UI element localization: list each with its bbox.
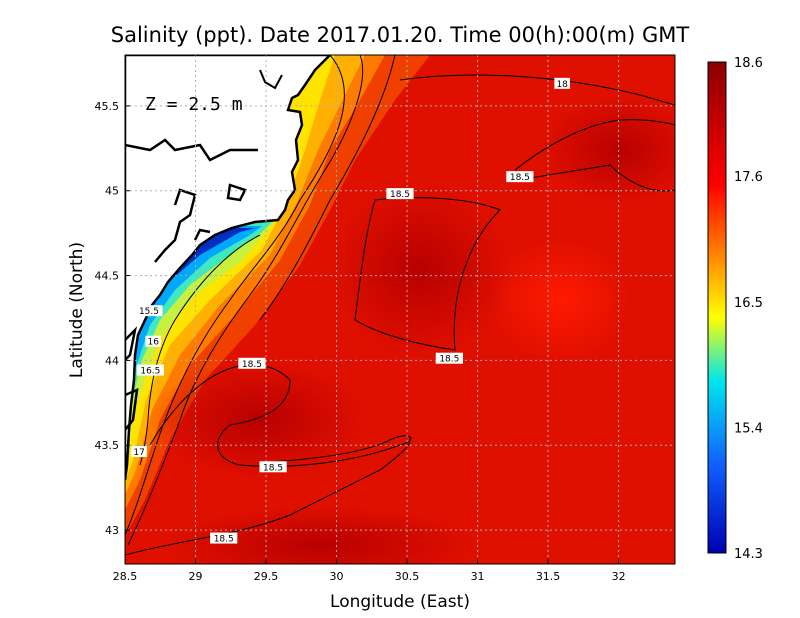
y-tick-label: 43 bbox=[105, 524, 119, 537]
x-tick-label: 30 bbox=[330, 570, 344, 583]
colorbar bbox=[707, 61, 727, 554]
y-tick-label: 44.5 bbox=[95, 270, 120, 283]
plot-frame bbox=[124, 54, 676, 565]
contour-label-box bbox=[135, 305, 163, 317]
contour-label: 18.5 bbox=[214, 535, 234, 545]
plot-area bbox=[125, 55, 675, 564]
contour-label-box bbox=[131, 446, 147, 458]
contour-label: 18.5 bbox=[263, 463, 283, 473]
x-axis: 28.5 29 29.5 30 30.5 31 31.5 32 bbox=[113, 559, 626, 583]
contour-label-box bbox=[145, 335, 162, 347]
contour-label-box bbox=[259, 461, 287, 473]
contour-label-box bbox=[506, 171, 534, 183]
x-tick-label: 31 bbox=[471, 570, 485, 583]
x-tick-label: 28.5 bbox=[113, 570, 138, 583]
colorbar-tick-label: 17.6 bbox=[734, 170, 763, 185]
colorbar-tick-label: 14.3 bbox=[734, 547, 763, 562]
chart-title: Salinity (ppt). Date 2017.01.20. Time 00… bbox=[111, 23, 690, 47]
colorbar-tick-label: 18.6 bbox=[734, 56, 763, 71]
contour-label: 15.5 bbox=[139, 307, 159, 317]
colorbar-ticks: 18.6 17.6 16.5 15.4 14.3 bbox=[734, 56, 763, 562]
contour-label-box bbox=[386, 188, 414, 200]
contour-label: 17 bbox=[133, 448, 144, 458]
contour-label-box bbox=[435, 352, 463, 364]
x-axis-label: Longitude (East) bbox=[330, 592, 470, 612]
contour-label-box bbox=[554, 77, 570, 89]
contour-label-box bbox=[210, 532, 238, 544]
x-tick-label: 30.5 bbox=[395, 570, 420, 583]
contour-label: 18.5 bbox=[242, 360, 262, 370]
contour-label-box bbox=[136, 364, 164, 376]
x-tick-label: 31.5 bbox=[536, 570, 561, 583]
depth-label: Z = 2.5 m bbox=[145, 94, 243, 115]
colorbar-tick-label: 16.5 bbox=[734, 296, 763, 311]
y-tick-label: 44 bbox=[105, 354, 119, 367]
y-axis: 43 43.5 44 44.5 45 45.5 bbox=[95, 100, 130, 537]
x-tick-label: 29.5 bbox=[254, 570, 279, 583]
y-tick-label: 45.5 bbox=[95, 100, 120, 113]
colorbar-tick-label: 15.4 bbox=[734, 421, 763, 436]
contour-label: 18.5 bbox=[390, 190, 410, 200]
contour-label: 18.5 bbox=[510, 173, 530, 183]
contour-lines bbox=[125, 55, 675, 556]
contour-label-box bbox=[238, 357, 266, 369]
x-tick-label: 32 bbox=[612, 570, 626, 583]
contour-label: 16.5 bbox=[140, 367, 160, 377]
land-mass bbox=[125, 55, 332, 481]
y-tick-label: 45 bbox=[105, 185, 119, 198]
contour-label: 16 bbox=[147, 338, 159, 348]
contour-label: 18 bbox=[556, 80, 568, 90]
y-axis-label: Latitude (North) bbox=[67, 242, 87, 378]
contour-label: 18.5 bbox=[439, 355, 459, 365]
y-tick-label: 43.5 bbox=[95, 439, 120, 452]
x-tick-label: 29 bbox=[189, 570, 203, 583]
